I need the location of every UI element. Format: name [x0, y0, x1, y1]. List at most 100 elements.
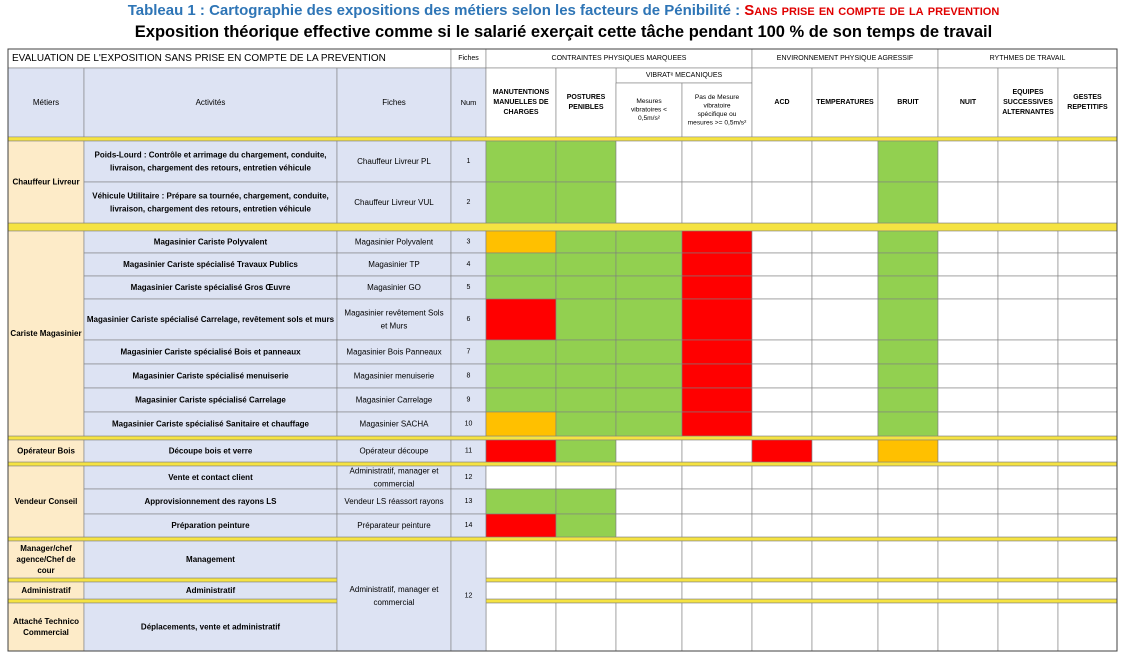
exposure-cell: [937, 140, 999, 183]
section-separator: [7, 536, 1118, 542]
metier-cell: [7, 540, 85, 579]
fiche-label: Magasinier Bois Panneaux: [346, 348, 441, 357]
metier-label: Manager/chef: [20, 544, 72, 553]
exposure-cell: [555, 298, 617, 341]
num-label: 14: [465, 522, 473, 529]
fiches-header-cell: [336, 67, 452, 138]
exposure-cell: [1057, 488, 1118, 515]
exposure-cell: [1057, 230, 1118, 254]
exposure-cell: [1057, 339, 1118, 365]
vibrations-header-label: VIBRATᵉ MECANIQUES: [646, 72, 723, 79]
exposure-cell: [751, 140, 813, 183]
exposure-cell: [937, 439, 999, 463]
exposure-cell: [555, 488, 617, 515]
exposure-cell: [811, 339, 879, 365]
exposure-cell: [485, 540, 557, 579]
exposure-cell: [1057, 181, 1118, 224]
exposure-cell: [681, 298, 753, 341]
exposure-cell: [751, 339, 813, 365]
exposure-cell: [877, 411, 939, 437]
exposure-cell: [751, 252, 813, 277]
exposure-cell: [485, 140, 557, 183]
activite-cell: [83, 411, 338, 437]
exposure-cell: [997, 339, 1059, 365]
column-header-label: spécifique ou: [698, 111, 737, 118]
exposure-cell: [485, 230, 557, 254]
exposure-cell: [937, 252, 999, 277]
column-header-cell: [937, 67, 999, 138]
exposure-cell: [751, 488, 813, 515]
exposure-cell: [751, 602, 813, 652]
column-header-label: POSTURES: [567, 94, 606, 101]
activite-label: Véhicule Utilitaire : Prépare sa tournée…: [92, 192, 329, 201]
table-subtitle: Exposition théorique effective comme si …: [134, 23, 993, 41]
metier-cell: [7, 230, 85, 437]
exposure-cell: [485, 465, 557, 490]
fiche-label: Magasinier TP: [368, 260, 419, 269]
exposure-cell: [1057, 439, 1118, 463]
fiche-cell: [336, 181, 452, 224]
exposure-cell: [751, 181, 813, 224]
exposure-cell: [681, 275, 753, 300]
exposure-cell: [997, 540, 1059, 579]
section-separator: [7, 222, 1118, 232]
exposure-cell: [811, 439, 879, 463]
exposure-cell: [997, 488, 1059, 515]
num-label: 9: [467, 397, 471, 404]
exposure-cell: [877, 581, 939, 600]
column-header-label: BRUIT: [897, 99, 919, 106]
exposure-cell: [555, 581, 617, 600]
fiche-label: et Murs: [381, 322, 408, 331]
exposure-cell: [485, 488, 557, 515]
column-header-label: ACD: [774, 99, 789, 106]
activite-cell: [83, 602, 338, 652]
exposure-cell: [811, 363, 879, 389]
exposure-cell: [877, 387, 939, 413]
metier-label: cour: [37, 566, 54, 575]
exposure-cell: [997, 581, 1059, 600]
exposure-cell: [681, 181, 753, 224]
activite-label: Magasinier Cariste spécialisé Carrelage,…: [87, 315, 335, 324]
fiche-label: Magasinier Polyvalent: [355, 238, 434, 247]
column-header-cell: [1057, 67, 1118, 138]
exposure-cell: [997, 181, 1059, 224]
exposure-cell: [681, 363, 753, 389]
exposure-cell: [997, 513, 1059, 538]
fiche-cell: [336, 488, 452, 515]
exposure-cell: [555, 465, 617, 490]
exposure-cell: [877, 363, 939, 389]
column-header-label: ALTERNANTES: [1002, 109, 1054, 116]
exposure-cell: [1057, 275, 1118, 300]
exposure-cell: [1057, 387, 1118, 413]
column-header-label: MANUTENTIONS: [493, 89, 550, 96]
exposure-cell: [615, 411, 683, 437]
exposure-cell: [1057, 252, 1118, 277]
fiche-label: Chauffeur Livreur PL: [357, 157, 431, 166]
exposure-cell: [877, 465, 939, 490]
num-label: 12: [465, 474, 473, 481]
exposure-cell: [681, 230, 753, 254]
num-header-cell: [450, 67, 487, 138]
exposure-cell: [1057, 602, 1118, 652]
exposure-cell: [811, 230, 879, 254]
column-header-label: mesures >= 0,5m/s²: [688, 119, 747, 126]
num-cell: [450, 140, 487, 183]
metier-cell: [7, 140, 85, 224]
exposure-cell: [997, 465, 1059, 490]
num-label: 10: [465, 421, 473, 428]
fiche-label: Chauffeur Livreur VUL: [354, 198, 434, 207]
exposure-cell: [681, 465, 753, 490]
column-header-cell: [485, 67, 557, 138]
exposure-cell: [555, 140, 617, 183]
exposure-cell: [485, 411, 557, 437]
exposure-cell: [877, 275, 939, 300]
exposure-cell: [751, 411, 813, 437]
exposure-cell: [681, 513, 753, 538]
exposure-cell: [877, 540, 939, 579]
exposure-cell: [555, 602, 617, 652]
num-cell: [450, 339, 487, 365]
exposure-cell: [811, 387, 879, 413]
exposure-cell: [997, 387, 1059, 413]
column-header-label: GESTES: [1073, 94, 1102, 101]
